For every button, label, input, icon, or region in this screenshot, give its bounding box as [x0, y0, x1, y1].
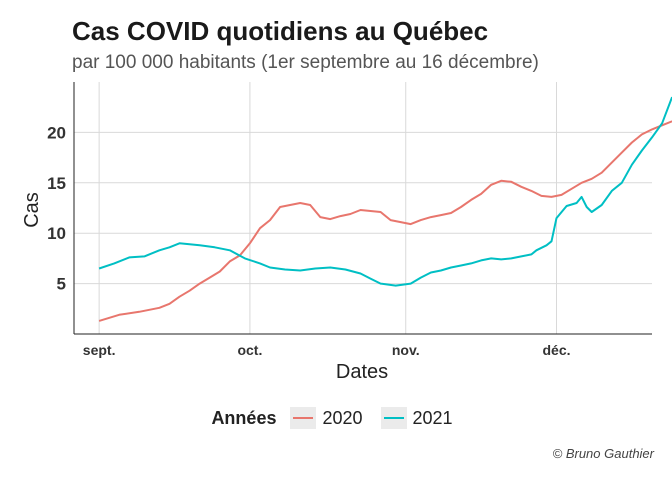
x-tick-label: sept.: [83, 342, 116, 358]
x-tick-label: oct.: [237, 342, 262, 358]
line-chart: 5 10 15 20 sept. oct. nov. déc. Cas Dates: [21, 82, 672, 383]
legend-item-2020: 2020: [290, 407, 363, 429]
legend-key-2020: [290, 407, 317, 429]
legend: Années 2020 2021: [0, 407, 672, 429]
series-line-2020: [98, 120, 672, 322]
x-axis-title: Dates: [336, 361, 388, 383]
legend-title: Années: [211, 407, 277, 428]
y-tick-label: 5: [57, 275, 66, 294]
legend-label-2021: 2021: [412, 407, 453, 428]
y-axis-title: Cas: [21, 192, 43, 228]
chart-subtitle: par 100 000 habitants (1er septembre au …: [72, 52, 539, 73]
tick-labels: 5 10 15 20 sept. oct. nov. déc.: [47, 123, 570, 358]
chart-title: Cas COVID quotidiens au Québec: [72, 16, 489, 46]
y-tick-label: 20: [47, 123, 66, 142]
y-tick-label: 15: [47, 174, 66, 193]
x-tick-label: déc.: [542, 342, 570, 358]
series-line-2021: [98, 96, 672, 287]
x-tick-label: nov.: [392, 342, 420, 358]
y-tick-label: 10: [47, 224, 66, 243]
series-lines: [98, 96, 672, 322]
caption: © Bruno Gauthier: [552, 446, 654, 461]
axes: [73, 82, 652, 335]
legend-label-2020: 2020: [322, 407, 363, 428]
legend-key-2021: [380, 407, 407, 429]
legend-item-2021: 2021: [380, 407, 453, 429]
grid-lines: [74, 82, 652, 334]
